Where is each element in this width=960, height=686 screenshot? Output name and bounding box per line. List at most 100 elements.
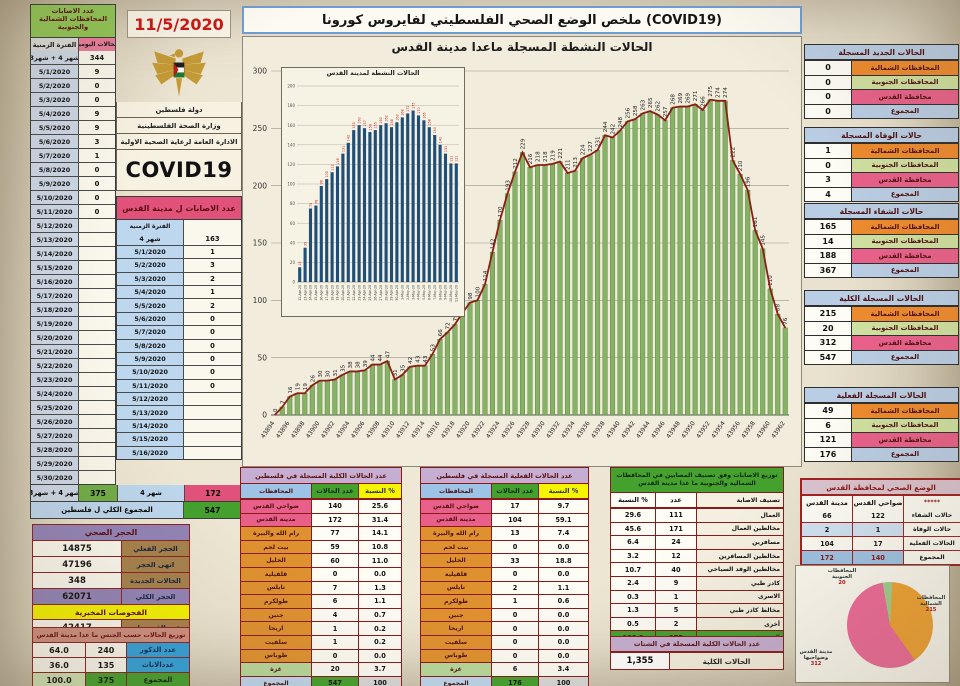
svg-text:150: 150 xyxy=(253,239,268,248)
svg-text:274: 274 xyxy=(716,87,722,98)
svg-text:43: 43 xyxy=(423,355,429,363)
period-cell: 5/11/2020 xyxy=(31,205,79,218)
suburbs-value-cell: 140 xyxy=(853,551,904,564)
pie-label-jerusalem: مدينة القدس وضواحيها 312 xyxy=(799,649,833,668)
svg-text:145: 145 xyxy=(761,235,767,246)
table-row: ضواحي القدس 140 25.6 xyxy=(241,499,401,513)
table-row: 3.2 12 مخالطين المسافرين xyxy=(611,548,783,563)
svg-text:43898: 43898 xyxy=(290,420,307,440)
percent-cell: 11.0 xyxy=(359,554,401,567)
period-cell: 5/1/2020 xyxy=(31,65,79,78)
svg-text:43906: 43906 xyxy=(350,420,367,440)
table-row: بيت لحم 0 0.0 xyxy=(421,539,588,554)
table-row: 5/21/2020 xyxy=(31,344,115,358)
svg-text:265: 265 xyxy=(648,97,654,108)
percent-cell: 3.4 xyxy=(539,663,588,676)
svg-text:38: 38 xyxy=(348,361,354,369)
summary-table: الحالات المسجلة الفعلية 49 المحافظات الشما… xyxy=(804,387,959,462)
svg-text:5-May-20: 5-May-20 xyxy=(422,285,426,300)
svg-text:16-Apr-20: 16-Apr-20 xyxy=(320,285,324,301)
period-cell: 5/16/2020 xyxy=(31,275,79,288)
label-cell: الخليل xyxy=(421,554,492,567)
percent-cell: 0.2 xyxy=(359,635,401,649)
table-row: 5/13/2020 xyxy=(117,405,241,419)
period-cell: 5/14/2020 xyxy=(117,419,184,433)
label-cell: المجموع xyxy=(127,673,189,686)
svg-text:24-Apr-20: 24-Apr-20 xyxy=(363,285,367,301)
svg-text:35: 35 xyxy=(304,242,308,246)
count-cell: 33 xyxy=(492,554,539,567)
svg-text:193: 193 xyxy=(505,180,511,191)
svg-text:27-Apr-20: 27-Apr-20 xyxy=(379,285,383,301)
period-cell: 5/24/2020 xyxy=(31,387,79,400)
svg-text:170: 170 xyxy=(498,206,504,217)
label-cell: الحجر الكلي xyxy=(122,589,189,604)
count-cell: 140 xyxy=(312,500,359,513)
label-cell: حالات الوفاة xyxy=(912,526,952,533)
table-row: الخليل 60 11.0 xyxy=(241,553,401,567)
city-value-cell: 66 xyxy=(802,509,853,522)
period-column-header: الفترة الزمنية xyxy=(31,38,79,51)
svg-text:0: 0 xyxy=(273,408,279,412)
svg-text:244: 244 xyxy=(603,121,609,132)
table-row: 547 المجموع xyxy=(805,349,958,364)
svg-text:158: 158 xyxy=(390,119,394,125)
period-cell: 5/13/2020 xyxy=(31,233,79,246)
svg-text:114: 114 xyxy=(483,270,489,281)
value-cell: 0 xyxy=(184,352,241,366)
value-cell: 49 xyxy=(805,404,852,418)
table-row: 0 المحافظات الجنوبية xyxy=(805,74,958,89)
value-cell: 0 xyxy=(184,379,241,393)
total-count-cell: 176 xyxy=(492,676,539,686)
value-cell xyxy=(79,303,115,316)
period-cell: 5/12/2020 xyxy=(31,219,79,232)
count-cell: 1 xyxy=(312,622,359,635)
svg-text:43910: 43910 xyxy=(380,420,397,440)
value-cell: 348 xyxy=(33,573,122,588)
svg-text:17-Apr-20: 17-Apr-20 xyxy=(325,285,329,301)
period-cell: 5/10/2020 xyxy=(117,366,184,379)
svg-text:263: 263 xyxy=(641,99,647,110)
period-cell: 5/6/2020 xyxy=(31,135,79,148)
table-row: رام الله والبيرة 77 14.1 xyxy=(241,526,401,540)
percent-cell: 1.3 xyxy=(359,581,401,595)
period-cell: 5/11/2020 xyxy=(117,379,184,393)
percent-cell: 10.7 xyxy=(611,563,656,576)
daily-cases-column-header: الحالات اليومية xyxy=(79,38,115,51)
svg-text:43956: 43956 xyxy=(725,420,742,440)
svg-text:170: 170 xyxy=(417,107,421,113)
svg-text:43936: 43936 xyxy=(575,420,592,440)
value-cell: 0 xyxy=(805,75,852,89)
period-cell: 5/3/2020 xyxy=(31,93,79,106)
label-cell: انهى الحجر xyxy=(122,557,189,572)
svg-text:161: 161 xyxy=(753,216,759,227)
svg-text:212: 212 xyxy=(513,158,519,169)
period-cell: 5/5/2020 xyxy=(117,299,184,312)
table-row: 0 المجموع xyxy=(805,103,958,118)
period-cell: 5/9/2020 xyxy=(117,352,184,366)
diaspora-value: 1,355 xyxy=(611,653,670,669)
table-row: قلقيلية 0 0.0 xyxy=(241,566,401,581)
svg-text:43922: 43922 xyxy=(470,420,487,440)
svg-text:142: 142 xyxy=(490,238,496,249)
svg-text:121: 121 xyxy=(449,155,453,161)
svg-text:21-Apr-20: 21-Apr-20 xyxy=(347,285,351,301)
count-cell: 40 xyxy=(656,563,697,576)
label-cell: حالات الشفاء xyxy=(911,512,953,519)
table-row: 5/10/2020 0 xyxy=(117,365,241,379)
svg-text:256: 256 xyxy=(626,107,632,118)
label-cell: طولكرم xyxy=(241,595,312,608)
table-header-row: الفترة الزمنية xyxy=(117,220,241,233)
svg-text:19: 19 xyxy=(295,383,301,391)
svg-text:2-May-20: 2-May-20 xyxy=(406,285,410,300)
value-cell: 0 xyxy=(79,163,115,176)
percent-cell: 14.1 xyxy=(359,527,401,540)
label-cell: نابلس xyxy=(241,581,312,595)
table-row: 5/16/2020 xyxy=(117,445,241,460)
svg-text:43962: 43962 xyxy=(770,420,787,440)
period-cell: 5/19/2020 xyxy=(31,317,79,330)
table-row: 165 المحافظات الشمالية xyxy=(805,219,958,234)
svg-text:200: 200 xyxy=(253,181,268,190)
period-cell: 5/2/2020 xyxy=(117,259,184,272)
table-row: 5/3/2020 0 xyxy=(31,92,115,106)
